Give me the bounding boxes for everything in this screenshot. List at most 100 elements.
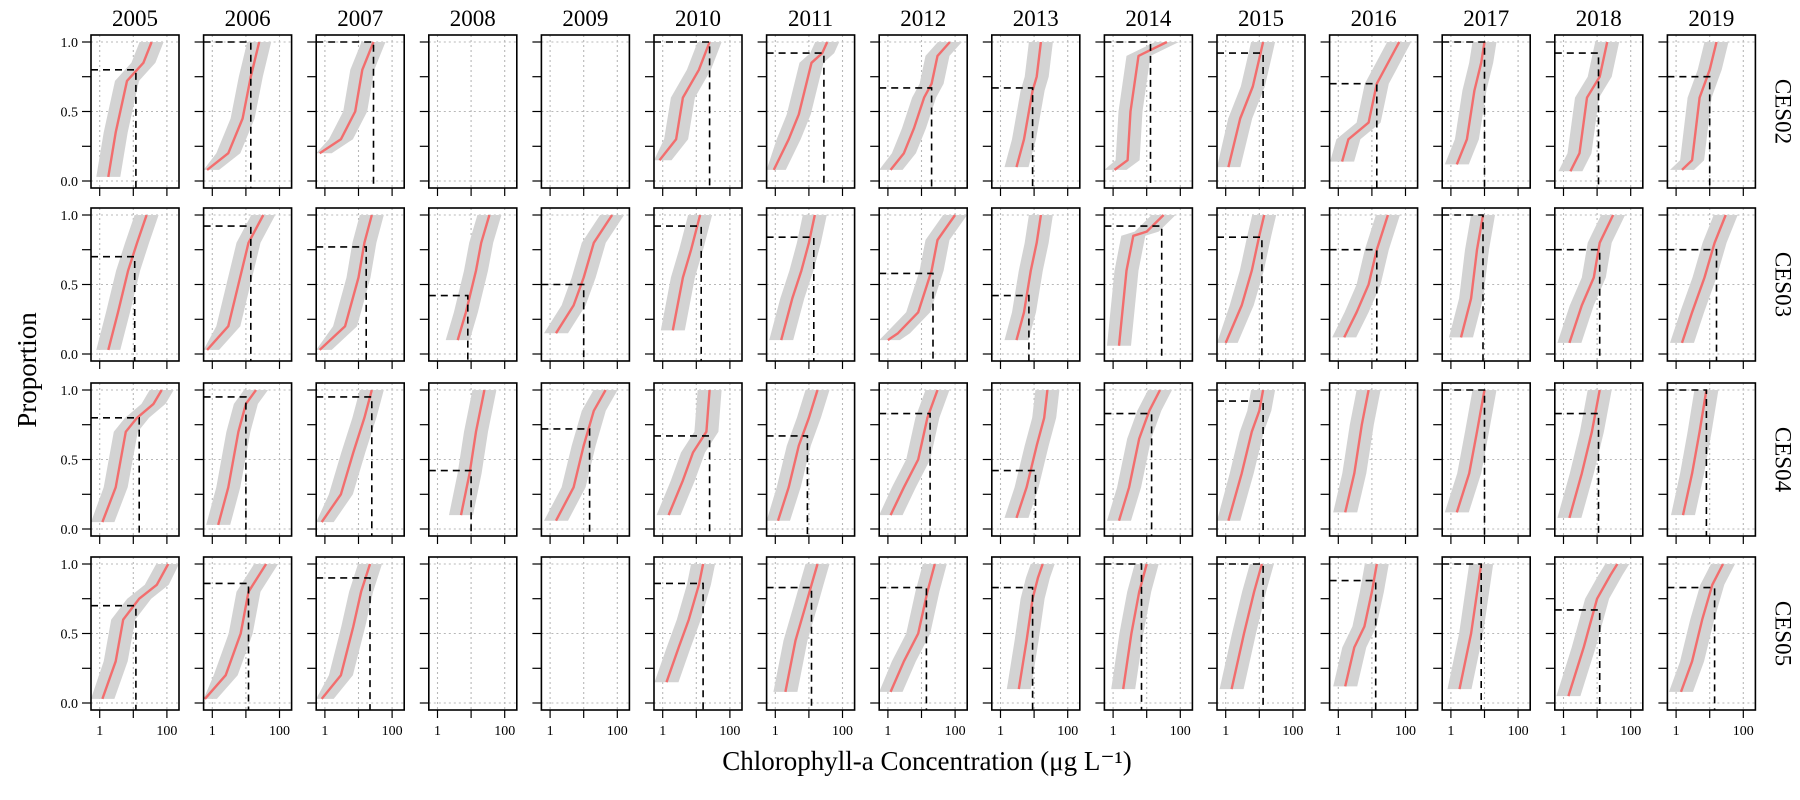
confidence-band-ces02-2016 <box>1330 42 1412 162</box>
ecdf-line-ces02-2018 <box>1569 41 1609 172</box>
reference-line-ces02-2016 <box>1329 82 1378 188</box>
year-label-2010: 2010 <box>675 6 721 31</box>
panel-ces04-2015 <box>1208 382 1306 544</box>
ecdf-line-ces05-2019 <box>1679 563 1725 693</box>
confidence-band-ces04-2017 <box>1444 390 1497 513</box>
ecdf-line-ces04-2018 <box>1568 389 1601 519</box>
panel-ces03-2005: 0.0 0.5 1.0 <box>61 207 180 369</box>
x-tick-label-2013-100: 100 <box>1057 724 1078 739</box>
ecdf-line-ces03-2006 <box>206 214 265 351</box>
panel-ces05-2007: 1 100 <box>307 556 406 739</box>
panel-ces04-2017 <box>1433 382 1531 544</box>
reference-line-ces04-2007 <box>316 396 373 536</box>
panel-ces03-2011 <box>757 207 856 369</box>
x-tick-label-2011-1: 1 <box>772 724 779 739</box>
panel-ces04-2013 <box>982 382 1081 544</box>
ecdf-line-ces04-2014 <box>1117 389 1162 522</box>
panel-ces02-2006 <box>194 34 293 196</box>
panel-ces05-2010: 1 100 <box>645 556 743 739</box>
confidence-band-ces03-2007 <box>316 215 384 350</box>
panel-ces03-2015 <box>1208 207 1306 369</box>
ecdf-line-ces05-2007 <box>320 563 372 700</box>
x-tick-label-2008-100: 100 <box>494 724 515 739</box>
panel-ces04-2009 <box>532 382 631 544</box>
confidence-band-ces05-2005 <box>91 564 179 699</box>
panel-border-ces05-2009 <box>540 556 631 711</box>
panel-ces03-2008 <box>419 207 518 369</box>
reference-line-ces03-2009 <box>541 283 585 361</box>
panel-ces04-2006 <box>194 382 293 544</box>
panel-ces05-2017: 1 100 <box>1433 556 1531 739</box>
panel-ces02-2017 <box>1433 34 1531 196</box>
year-label-2013: 2013 <box>1013 6 1059 31</box>
confidence-band-ces02-2005 <box>96 42 164 177</box>
ecdf-line-ces02-2012 <box>889 41 951 171</box>
reference-line-ces03-2018 <box>1554 248 1601 361</box>
x-tick-label-2015-100: 100 <box>1282 724 1303 739</box>
confidence-band-ces02-2010 <box>654 42 722 161</box>
year-label-2017: 2017 <box>1463 6 1509 31</box>
x-tick-label-2008-1: 1 <box>434 724 441 739</box>
panel-ces05-2018: 1 100 <box>1545 556 1644 739</box>
reference-line-ces03-2014 <box>1104 225 1163 361</box>
reference-line-ces05-2006 <box>203 582 250 710</box>
reference-line-ces05-2011 <box>766 586 813 710</box>
year-label-2011: 2011 <box>788 6 833 31</box>
x-tick-label-2019-100: 100 <box>1733 724 1754 739</box>
reference-line-ces03-2013 <box>991 294 1030 361</box>
reference-line-ces04-2005 <box>91 417 140 536</box>
x-tick-label-2005-1: 1 <box>96 724 103 739</box>
year-label-2006: 2006 <box>225 6 271 31</box>
reference-line-ces04-2011 <box>766 435 809 536</box>
confidence-band-ces05-2017 <box>1447 564 1494 690</box>
confidence-band-ces04-2006 <box>206 390 268 525</box>
reference-line-ces04-2014 <box>1104 412 1153 536</box>
site-label-ces04: CES04 <box>1770 427 1795 493</box>
ecdf-line-ces04-2010 <box>667 389 711 516</box>
panel-ces04-2005: 0.0 0.5 1.0 <box>61 382 180 544</box>
y-tick-label-ces03-0_5: 0.5 <box>61 279 79 294</box>
ecdf-line-ces05-2014 <box>1122 563 1148 690</box>
x-tick-label-2010-1: 1 <box>659 724 666 739</box>
confidence-band-ces04-2012 <box>879 390 950 516</box>
site-label-ces05: CES05 <box>1770 601 1795 666</box>
ecdf-line-ces02-2005 <box>107 41 153 178</box>
panel-ces03-2009 <box>532 207 631 369</box>
x-axis-title: Chlorophyll-a Concentration (μg L⁻¹) <box>722 746 1131 776</box>
y-tick-label-ces02-0_5: 0.5 <box>61 106 79 121</box>
panels-layer: 0.0 0.5 1.0 0.0 0.5 1.0 0.0 0.5 1.0 0.0 0.5 1.0 1 100… <box>61 34 1757 739</box>
reference-line-ces05-2012 <box>879 586 928 710</box>
x-tick-label-2010-100: 100 <box>719 724 740 739</box>
confidence-band-ces05-2013 <box>1006 564 1055 690</box>
panel-ces02-2014 <box>1095 34 1194 196</box>
confidence-band-ces05-2007 <box>316 564 382 699</box>
panel-ces04-2012 <box>870 382 969 544</box>
ecdf-line-ces04-2008 <box>459 389 486 516</box>
ecdf-line-ces04-2005 <box>101 389 163 523</box>
ecdf-line-ces03-2009 <box>554 214 614 334</box>
y-tick-label-ces02-0: 0.0 <box>61 175 79 190</box>
panel-ces04-2014 <box>1095 382 1194 544</box>
confidence-band-ces03-2017 <box>1449 215 1495 338</box>
ecdf-line-ces03-2015 <box>1224 214 1266 344</box>
ecdf-line-ces03-2014 <box>1117 214 1165 346</box>
reference-line-ces04-2018 <box>1554 412 1600 536</box>
confidence-band-ces05-2016 <box>1333 564 1389 687</box>
x-tick-label-2017-1: 1 <box>1447 724 1454 739</box>
ecdf-line-ces05-2017 <box>1458 563 1483 690</box>
reference-line-ces02-2017 <box>1442 41 1486 188</box>
panel-ces04-2007 <box>307 382 406 544</box>
panel-ces04-2016 <box>1320 382 1419 544</box>
panel-ces02-2009 <box>532 34 631 196</box>
reference-line-ces02-2013 <box>991 87 1034 188</box>
x-tick-label-2009-100: 100 <box>607 724 628 739</box>
ecdf-line-ces05-2005 <box>101 563 170 700</box>
confidence-band-ces02-2013 <box>1004 42 1053 168</box>
reference-line-ces03-2017 <box>1442 214 1484 361</box>
x-tick-label-2006-100: 100 <box>269 724 290 739</box>
x-tick-label-2018-1: 1 <box>1560 724 1567 739</box>
y-tick-label-ces04-0_5: 0.5 <box>61 454 79 469</box>
ecdf-line-ces05-2015 <box>1230 563 1264 690</box>
ecdf-line-ces02-2013 <box>1015 41 1043 168</box>
